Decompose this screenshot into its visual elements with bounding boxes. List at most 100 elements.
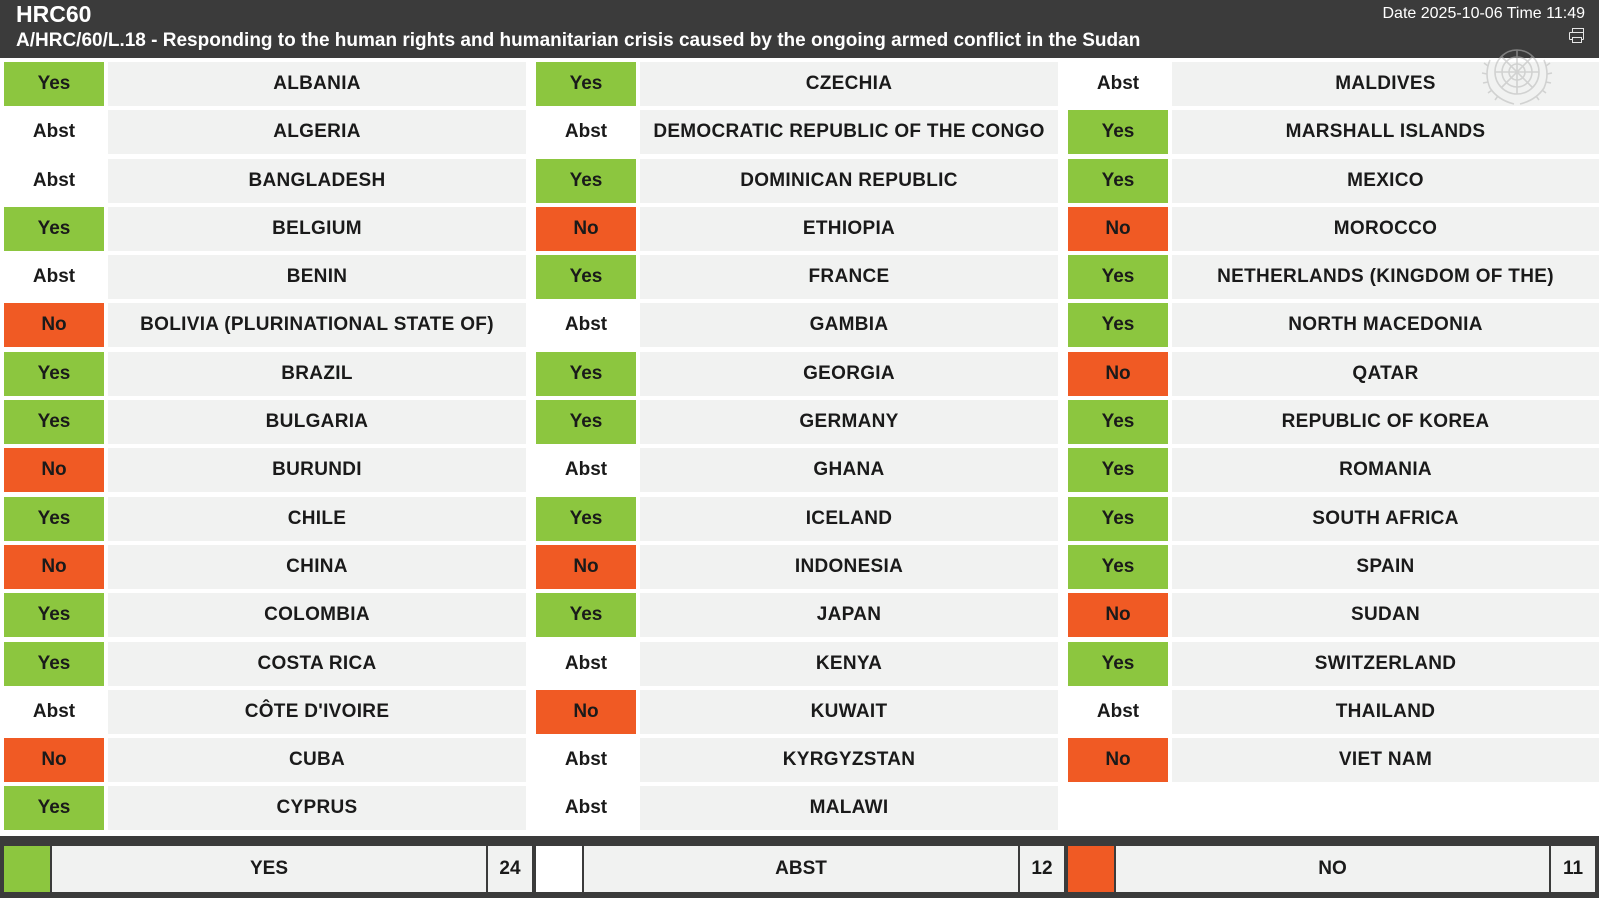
vote-value: No (536, 689, 636, 734)
vote-row: Yes BULGARIA (4, 400, 526, 445)
total-yes-count: 24 (488, 846, 532, 892)
vote-value: Abst (536, 303, 636, 348)
vote-row: Yes MEXICO (1068, 158, 1599, 203)
vote-row: Yes CZECHIA (536, 62, 1058, 106)
vote-value: Abst (4, 689, 104, 734)
total-abst: ABST 12 (536, 846, 1064, 892)
vote-value: Yes (1068, 641, 1168, 686)
vote-column-3: Abst MALDIVES Yes MARSHALL ISLANDS Yes MEXICO… (1068, 62, 1599, 786)
total-no: NO 11 (1068, 846, 1595, 892)
vote-value: Yes (536, 593, 636, 638)
country-name: COLOMBIA (108, 593, 526, 638)
vote-row: No MOROCCO (1068, 206, 1599, 251)
country-name: SUDAN (1172, 593, 1599, 638)
country-name: QATAR (1172, 351, 1599, 396)
vote-row: Abst GHANA (536, 448, 1058, 493)
vote-value: Yes (1068, 400, 1168, 445)
country-name: VIET NAM (1172, 738, 1599, 783)
vote-row: No CUBA (4, 738, 526, 783)
country-name: MEXICO (1172, 158, 1599, 203)
vote-row: No KUWAIT (536, 689, 1058, 734)
vote-value: Yes (4, 400, 104, 445)
country-name: THAILAND (1172, 689, 1599, 734)
vote-row: Abst BENIN (4, 255, 526, 300)
country-name: BURUNDI (108, 448, 526, 493)
vote-row: Yes JAPAN (536, 593, 1058, 638)
vote-row: No BOLIVIA (PLURINATIONAL STATE OF) (4, 303, 526, 348)
vote-value: Yes (4, 593, 104, 638)
country-name: BULGARIA (108, 400, 526, 445)
country-name: INDONESIA (640, 544, 1058, 589)
total-abst-label: ABST (584, 846, 1018, 892)
vote-value: Yes (1068, 544, 1168, 589)
country-name: SPAIN (1172, 544, 1599, 589)
vote-row: No SUDAN (1068, 593, 1599, 638)
country-name: ETHIOPIA (640, 206, 1058, 251)
country-name: NORTH MACEDONIA (1172, 303, 1599, 348)
date-time: Date 2025-10-06 Time 11:49 (1382, 5, 1586, 22)
total-no-count: 11 (1551, 846, 1595, 892)
vote-grid: Yes ALBANIA Abst ALGERIA Abst BANGLADESH Yes BE… (0, 58, 1599, 836)
country-name: BANGLADESH (108, 158, 526, 203)
country-name: CÔTE D'IVOIRE (108, 689, 526, 734)
vote-row: Yes NETHERLANDS (KINGDOM OF THE) (1068, 255, 1599, 300)
country-name: CHINA (108, 544, 526, 589)
resolution-title: A/HRC/60/L.18 - Responding to the human … (16, 30, 1141, 51)
vote-value: Yes (4, 786, 104, 831)
vote-value: Yes (1068, 110, 1168, 155)
vote-value: No (4, 544, 104, 589)
vote-value: Yes (4, 206, 104, 251)
no-swatch (1068, 846, 1114, 892)
country-name: CHILE (108, 496, 526, 541)
vote-row: Yes DOMINICAN REPUBLIC (536, 158, 1058, 203)
vote-row: Abst MALAWI (536, 786, 1058, 831)
vote-value: No (1068, 738, 1168, 783)
totals-bar: YES 24 ABST 12 NO 11 (0, 836, 1599, 898)
vote-row: Yes ALBANIA (4, 62, 526, 106)
vote-value: No (536, 206, 636, 251)
vote-row: Yes FRANCE (536, 255, 1058, 300)
vote-value: Yes (1068, 448, 1168, 493)
vote-row: No ETHIOPIA (536, 206, 1058, 251)
header-bar: HRC60 A/HRC/60/L.18 - Responding to the … (0, 0, 1599, 58)
vote-row: Yes COLOMBIA (4, 593, 526, 638)
country-name: MALDIVES (1172, 62, 1599, 106)
print-icon[interactable] (1569, 28, 1585, 43)
vote-value: Yes (536, 158, 636, 203)
un-emblem-icon (1481, 49, 1553, 105)
vote-column-2: Yes CZECHIA Abst DEMOCRATIC REPUBLIC OF THE… (536, 62, 1058, 835)
vote-value: Yes (4, 62, 104, 106)
country-name: BRAZIL (108, 351, 526, 396)
country-name: SOUTH AFRICA (1172, 496, 1599, 541)
country-name: ROMANIA (1172, 448, 1599, 493)
country-name: KUWAIT (640, 689, 1058, 734)
vote-column-1: Yes ALBANIA Abst ALGERIA Abst BANGLADESH Yes BE… (4, 62, 526, 835)
country-name: NETHERLANDS (KINGDOM OF THE) (1172, 255, 1599, 300)
vote-value: No (4, 303, 104, 348)
vote-value: No (4, 738, 104, 783)
total-yes-label: YES (52, 846, 486, 892)
country-name: DOMINICAN REPUBLIC (640, 158, 1058, 203)
vote-value: Abst (1068, 689, 1168, 734)
vote-row: No QATAR (1068, 351, 1599, 396)
vote-value: Yes (4, 641, 104, 686)
total-abst-count: 12 (1020, 846, 1064, 892)
vote-value: Yes (1068, 158, 1168, 203)
vote-row: Yes REPUBLIC OF KOREA (1068, 400, 1599, 445)
vote-value: Abst (4, 158, 104, 203)
vote-value: No (4, 448, 104, 493)
vote-row: Yes BRAZIL (4, 351, 526, 396)
vote-row: Yes NORTH MACEDONIA (1068, 303, 1599, 348)
vote-value: Yes (536, 255, 636, 300)
vote-row: Abst ALGERIA (4, 110, 526, 155)
vote-value: Yes (1068, 303, 1168, 348)
total-yes: YES 24 (4, 846, 532, 892)
vote-row: No INDONESIA (536, 544, 1058, 589)
vote-row: Yes GERMANY (536, 400, 1058, 445)
country-name: SWITZERLAND (1172, 641, 1599, 686)
vote-value: Yes (1068, 255, 1168, 300)
total-no-label: NO (1116, 846, 1549, 892)
country-name: DEMOCRATIC REPUBLIC OF THE CONGO (640, 110, 1058, 155)
vote-row: Abst BANGLADESH (4, 158, 526, 203)
vote-row: Yes SWITZERLAND (1068, 641, 1599, 686)
